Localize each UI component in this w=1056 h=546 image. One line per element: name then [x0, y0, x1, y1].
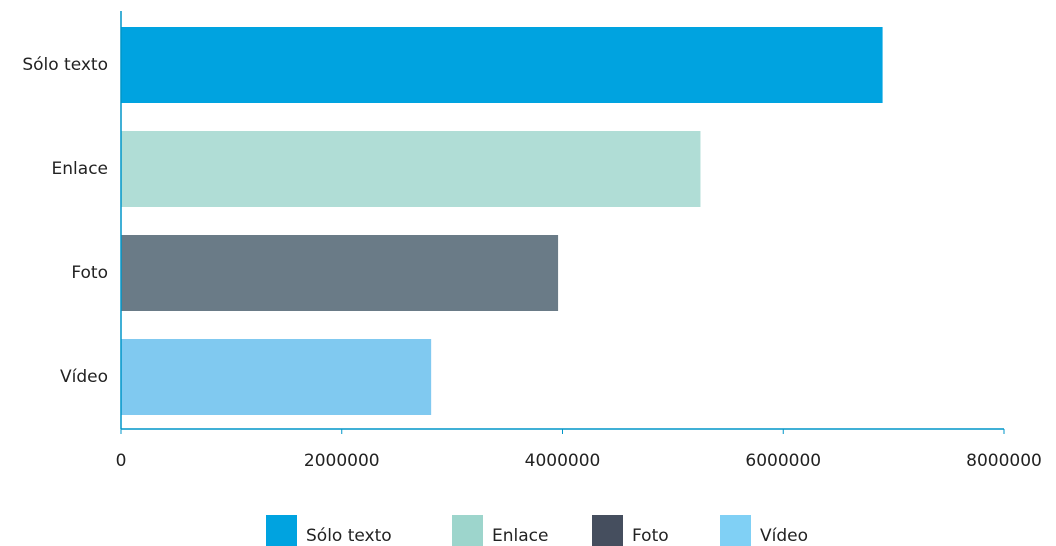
x-tick-label: 4000000 — [525, 451, 601, 471]
y-tick-label: Vídeo — [60, 367, 108, 387]
x-tick-label: 6000000 — [745, 451, 821, 471]
bar — [121, 27, 883, 103]
legend-label: Vídeo — [760, 526, 808, 546]
legend-swatch — [720, 515, 751, 546]
x-tick-label: 2000000 — [304, 451, 380, 471]
legend-label: Foto — [632, 526, 669, 546]
y-tick-label: Enlace — [52, 159, 108, 179]
legend-swatch — [592, 515, 623, 546]
legend-swatch — [266, 515, 297, 546]
bar — [121, 235, 559, 311]
legend-label: Sólo texto — [306, 526, 392, 546]
x-tick-label: 0 — [116, 451, 127, 471]
legend-swatch — [452, 515, 483, 546]
x-tick-label: 8000000 — [966, 451, 1042, 471]
legend-label: Enlace — [492, 526, 548, 546]
bar — [121, 339, 432, 415]
y-tick-label: Sólo texto — [22, 55, 108, 75]
y-tick-label: Foto — [71, 263, 108, 283]
bar — [121, 131, 701, 207]
